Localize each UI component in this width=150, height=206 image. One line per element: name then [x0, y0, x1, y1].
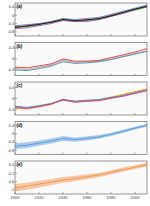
- series-line: [15, 7, 147, 29]
- y-tick-label: -1: [11, 188, 14, 192]
- x-tick: [111, 34, 112, 36]
- x-tick: [135, 153, 136, 155]
- series-line: [15, 6, 147, 27]
- y-tick: [15, 173, 17, 174]
- series-line: [15, 51, 147, 70]
- y-tick-label: 0.4: [9, 86, 14, 90]
- x-tick-label: 2000: [131, 195, 141, 200]
- y-tick: [15, 15, 17, 16]
- series-line: [15, 90, 147, 107]
- y-tick: [15, 98, 17, 99]
- x-tick-label: 1940: [59, 195, 69, 200]
- x-tick: [111, 74, 112, 76]
- x-tick: [15, 153, 16, 155]
- x-tick: [87, 192, 88, 194]
- series-line: [15, 49, 147, 68]
- y-tick-label: -0.4: [7, 108, 14, 112]
- y-tick-label: 0.4: [9, 46, 14, 50]
- y-tick-label: -0.8: [7, 149, 14, 153]
- x-tick: [111, 192, 112, 194]
- plot-frame: [15, 43, 147, 76]
- y-tick-label: 0.4: [9, 124, 14, 128]
- plot-marks: [15, 5, 147, 29]
- x-tick-label: 1960: [83, 195, 93, 200]
- x-tick: [39, 34, 40, 36]
- x-tick: [39, 192, 40, 194]
- y-tick: [15, 109, 17, 110]
- plot-marks: [15, 49, 147, 71]
- y-tick-label: -0.2: [7, 172, 14, 176]
- y-tick: [15, 59, 17, 60]
- x-tick: [63, 113, 64, 115]
- y-tick-label: 0: [12, 97, 14, 101]
- x-tick: [135, 34, 136, 36]
- y-tick: [15, 31, 17, 32]
- plot-frame: [15, 82, 147, 115]
- uncertainty-band: [15, 163, 147, 192]
- y-tick-label: -0.4: [7, 140, 14, 144]
- x-tick: [15, 113, 16, 115]
- x-tick: [135, 192, 136, 194]
- y-tick-label: -0.4: [7, 68, 14, 72]
- x-tick: [15, 34, 16, 36]
- panel-label: (c): [17, 83, 23, 88]
- x-tick: [63, 192, 64, 194]
- plot-frame: [15, 161, 147, 194]
- x-tick: [135, 74, 136, 76]
- y-tick-label: 0.2: [9, 163, 14, 167]
- figure: -0.8-0.400.4(a)-0.400.4(b)-0.400.4(c)-0.…: [0, 0, 150, 206]
- x-tick: [87, 113, 88, 115]
- panel-label: (b): [17, 44, 23, 49]
- panel-label: (a): [17, 4, 23, 9]
- x-tick: [63, 74, 64, 76]
- y-tick-label: 0: [12, 132, 14, 136]
- series-line: [15, 5, 147, 26]
- y-tick-label: 0.4: [9, 5, 14, 9]
- panel-label: (e): [17, 162, 23, 167]
- plot-frame: [15, 122, 147, 155]
- x-tick: [87, 74, 88, 76]
- x-tick: [87, 153, 88, 155]
- x-tick: [63, 34, 64, 36]
- x-tick-label: 1920: [35, 195, 45, 200]
- x-tick-label: 1980: [107, 195, 117, 200]
- x-tick: [135, 113, 136, 115]
- x-tick: [15, 192, 16, 194]
- x-tick: [15, 74, 16, 76]
- uncertainty-band: [15, 124, 147, 150]
- panel-label: (d): [17, 123, 23, 128]
- x-tick: [111, 113, 112, 115]
- series-line: [15, 90, 147, 108]
- y-tick-label: -0.4: [7, 22, 14, 26]
- x-tick: [87, 34, 88, 36]
- x-tick: [39, 153, 40, 155]
- series-line: [15, 89, 147, 109]
- x-tick: [63, 153, 64, 155]
- y-tick: [15, 181, 17, 182]
- plot-marks: [15, 89, 147, 109]
- x-tick: [39, 113, 40, 115]
- series-line: [15, 91, 147, 109]
- x-tick: [39, 74, 40, 76]
- y-tick-label: -0.8: [7, 30, 14, 34]
- y-tick: [15, 133, 17, 134]
- y-tick-label: 0: [12, 14, 14, 18]
- y-tick: [15, 23, 17, 24]
- x-tick-label: 1900: [11, 195, 21, 200]
- x-tick: [111, 153, 112, 155]
- y-tick: [15, 150, 17, 151]
- y-tick: [15, 142, 17, 143]
- y-tick-label: 0: [12, 57, 14, 61]
- plot-frame: [15, 3, 147, 36]
- y-tick-label: -0.6: [7, 180, 14, 184]
